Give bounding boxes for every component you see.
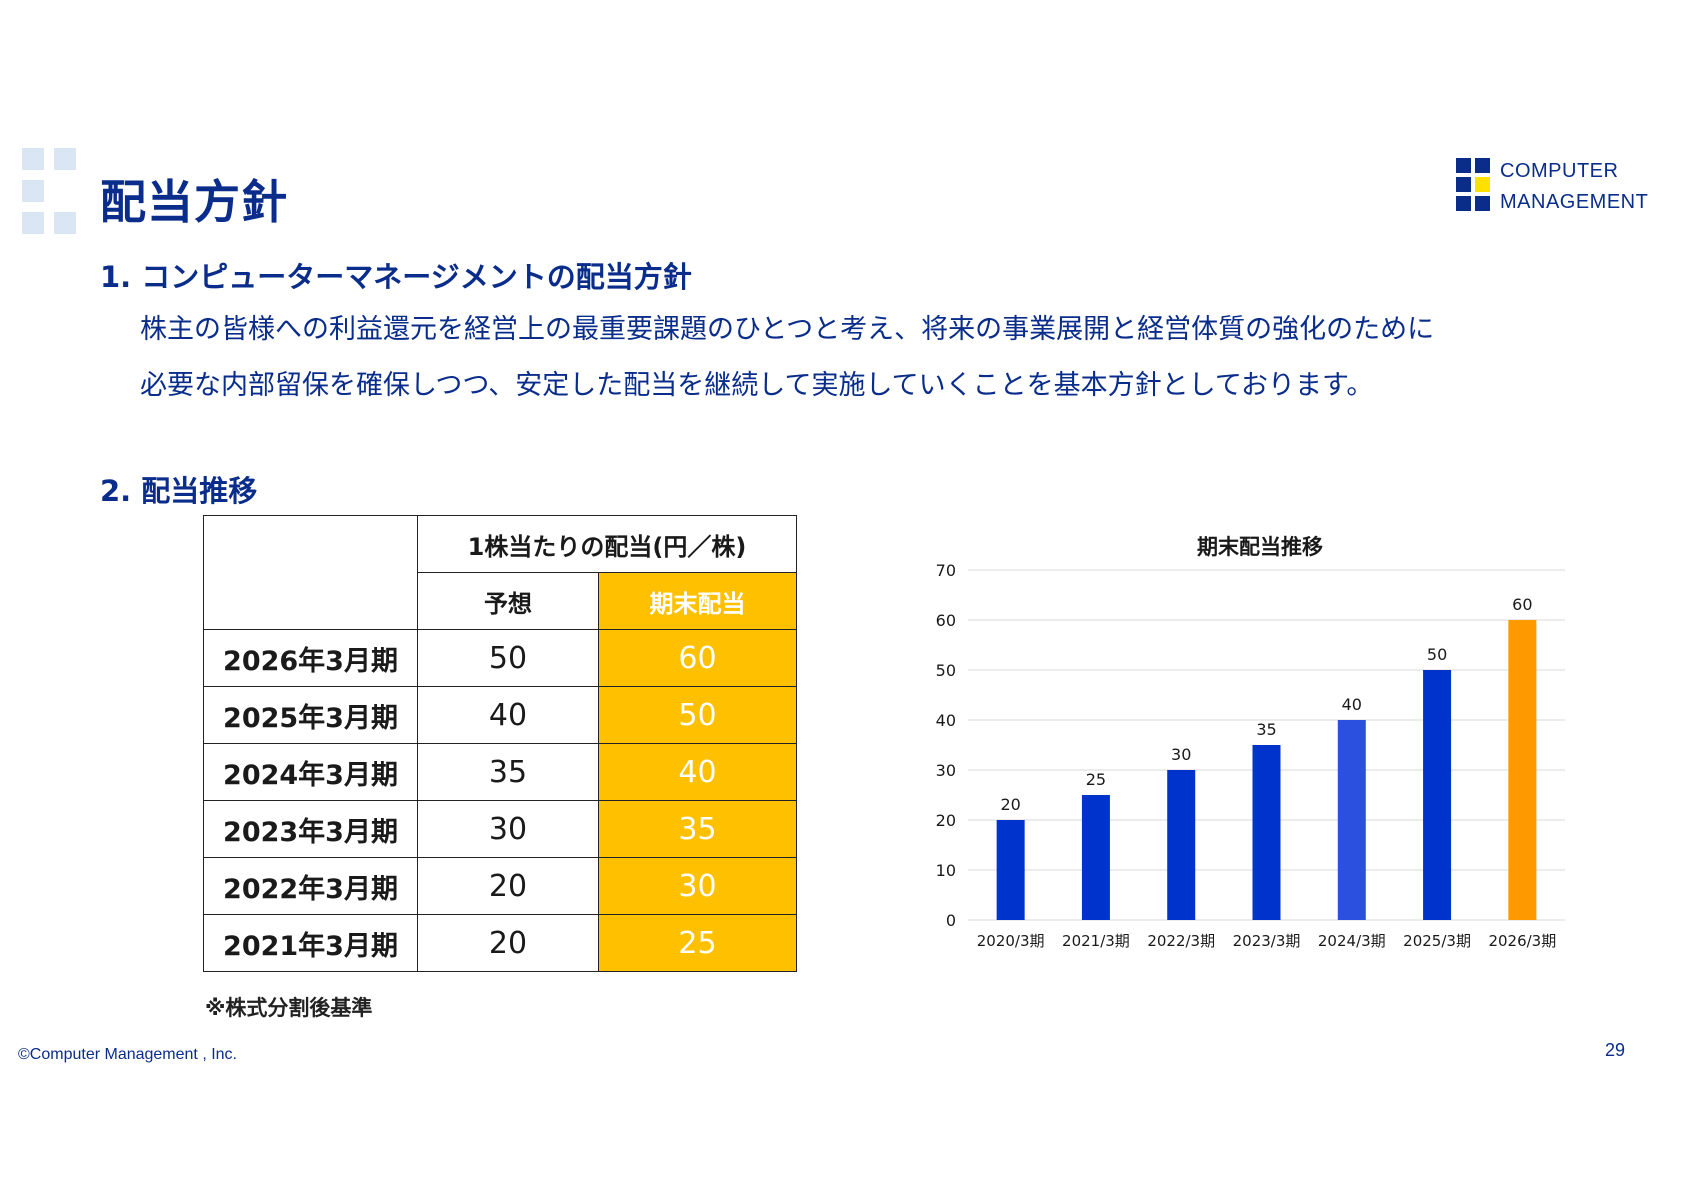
row-year: 2025年3月期 xyxy=(203,686,418,744)
data-label: 20 xyxy=(1000,795,1020,814)
table-row: 2021年3月期 20 25 xyxy=(203,914,797,972)
row-year: 2022年3月期 xyxy=(203,857,418,915)
row-actual: 30 xyxy=(598,857,797,915)
x-tick-label: 2025/3期 xyxy=(1403,932,1471,950)
x-tick-label: 2024/3期 xyxy=(1318,932,1386,950)
row-year: 2021年3月期 xyxy=(203,914,418,972)
row-forecast: 40 xyxy=(417,686,599,744)
bar xyxy=(1081,795,1110,920)
data-label: 40 xyxy=(1342,695,1362,714)
bar xyxy=(1423,670,1452,920)
y-tick-label: 30 xyxy=(936,761,956,780)
bar xyxy=(1252,745,1281,920)
logo-line-2: MANAGEMENT xyxy=(1500,191,1649,213)
table-row: 2024年3月期 35 40 xyxy=(203,743,797,801)
table-row: 2025年3月期 40 50 xyxy=(203,686,797,744)
logo-line-1: COMPUTER xyxy=(1500,160,1619,182)
policy-line-2: 必要な内部留保を確保しつつ、安定した配当を継続して実施していくことを基本方針とし… xyxy=(140,370,1374,401)
table-row: 2022年3月期 20 30 xyxy=(203,857,797,915)
row-forecast: 35 xyxy=(417,743,599,801)
policy-heading: 1. コンピューターマネージメントの配当方針 xyxy=(100,260,692,294)
logo-mark-icon xyxy=(1456,156,1492,212)
chart-title: 期末配当推移 xyxy=(1197,535,1323,559)
bar xyxy=(1508,620,1537,920)
bar xyxy=(1167,770,1196,920)
row-forecast: 30 xyxy=(417,800,599,858)
row-forecast: 20 xyxy=(417,857,599,915)
y-tick-label: 40 xyxy=(936,711,956,730)
y-tick-label: 60 xyxy=(936,611,956,630)
company-logo: COMPUTER MANAGEMENT xyxy=(1456,156,1666,213)
y-tick-label: 0 xyxy=(946,911,956,930)
trend-heading: 2. 配当推移 xyxy=(100,474,258,508)
y-tick-label: 10 xyxy=(936,861,956,880)
data-label: 30 xyxy=(1171,745,1191,764)
row-actual: 40 xyxy=(598,743,797,801)
y-tick-label: 50 xyxy=(936,661,956,680)
page-title: 配当方針 xyxy=(100,175,288,229)
copyright: ©Computer Management , Inc. xyxy=(18,1046,237,1063)
title-decoration xyxy=(22,148,78,234)
x-tick-label: 2021/3期 xyxy=(1062,932,1130,950)
dividend-bar-chart: 期末配当推移 0 10 20 30 40 50 60 70 20 2020/3期 25 2021/3期… xyxy=(936,535,1565,950)
page-number: 29 xyxy=(1605,1040,1626,1060)
x-tick-label: 2022/3期 xyxy=(1147,932,1215,950)
x-tick-label: 2020/3期 xyxy=(977,932,1045,950)
x-tick-label: 2026/3期 xyxy=(1488,932,1556,950)
bar xyxy=(996,820,1025,920)
row-year: 2023年3月期 xyxy=(203,800,418,858)
data-label: 35 xyxy=(1256,720,1276,739)
y-tick-label: 20 xyxy=(936,811,956,830)
data-label: 60 xyxy=(1512,595,1532,614)
row-actual: 25 xyxy=(598,914,797,972)
y-tick-label: 70 xyxy=(936,561,956,580)
policy-text: 株主の皆様への利益還元を経営上の最重要課題のひとつと考え、将来の事業展開と経営体… xyxy=(140,302,1660,414)
table-header-actual: 期末配当 xyxy=(598,572,797,630)
table-note: ※株式分割後基準 xyxy=(205,996,373,1020)
row-forecast: 20 xyxy=(417,914,599,972)
row-forecast: 50 xyxy=(417,629,599,687)
table-row: 2023年3月期 30 35 xyxy=(203,800,797,858)
row-actual: 35 xyxy=(598,800,797,858)
table-row: 2026年3月期 50 60 xyxy=(203,629,797,687)
table-header-main: 1株当たりの配当(円／株) xyxy=(417,515,797,573)
table-header-forecast: 予想 xyxy=(417,572,599,630)
bar xyxy=(1337,720,1366,920)
row-year: 2024年3月期 xyxy=(203,743,418,801)
policy-line-1: 株主の皆様への利益還元を経営上の最重要課題のひとつと考え、将来の事業展開と経営体… xyxy=(140,314,1435,345)
row-actual: 50 xyxy=(598,686,797,744)
table-corner-cell xyxy=(203,515,418,630)
data-label: 25 xyxy=(1086,770,1106,789)
row-actual: 60 xyxy=(598,629,797,687)
row-year: 2026年3月期 xyxy=(203,629,418,687)
x-tick-label: 2023/3期 xyxy=(1233,932,1301,950)
dividend-table: 1株当たりの配当(円／株) 予想 期末配当 2026年3月期 50 60 202… xyxy=(203,515,797,972)
data-label: 50 xyxy=(1427,645,1447,664)
